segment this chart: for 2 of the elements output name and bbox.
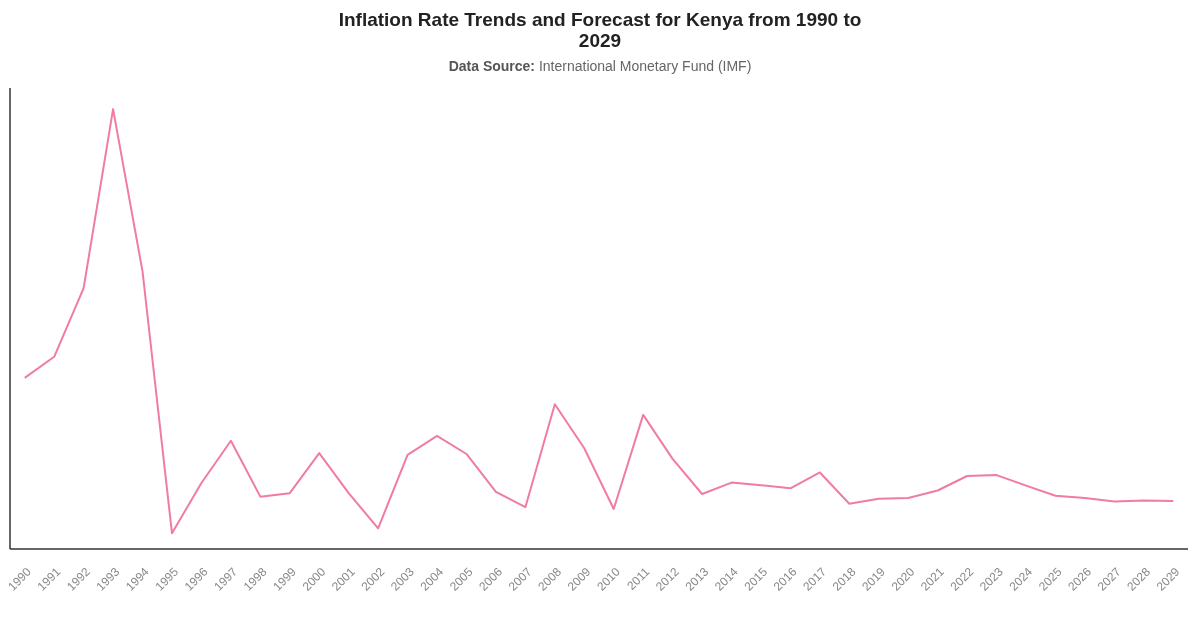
chart-title: Inflation Rate Trends and Forecast for Kenya from 1990 to 2029 [337, 9, 863, 51]
chart-subtitle: Data Source: International Monetary Fund (IMF) [448, 58, 752, 74]
